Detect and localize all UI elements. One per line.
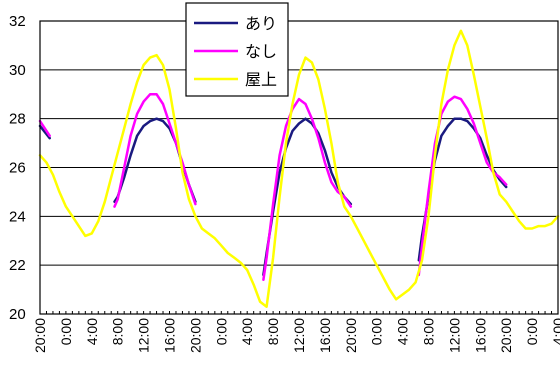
series-line-1-segment-0: [38, 119, 51, 138]
series-line-1-segment-3: [417, 95, 508, 277]
x-tick-label: 20:00: [187, 318, 203, 353]
y-tick-label: 24: [9, 208, 26, 225]
x-tick-label: 0:00: [524, 318, 540, 345]
x-tick-label: 0:00: [213, 318, 229, 345]
legend-label-ari: あり: [245, 14, 277, 33]
x-tick-label: 8:00: [265, 318, 281, 345]
y-tick-label: 22: [9, 257, 26, 274]
x-tick-label: 0:00: [58, 318, 74, 345]
series-lines: [38, 29, 560, 308]
x-tick-label: 0:00: [369, 318, 385, 345]
x-tick-label: 4:00: [395, 318, 411, 345]
y-tick-label: 28: [9, 111, 26, 128]
x-tick-label: 20:00: [498, 318, 514, 353]
y-tick-label: 32: [9, 13, 26, 30]
x-tick-label: 16:00: [162, 318, 178, 353]
x-tick-label: 16:00: [472, 318, 488, 353]
series-line-0-segment-0: [38, 124, 51, 140]
x-tick-label: 4:00: [239, 318, 255, 345]
series-line-1-segment-2: [262, 97, 353, 282]
x-tick-label: 4:00: [84, 318, 100, 345]
series-line-0-segment-2: [262, 117, 353, 277]
x-tick-label: 20:00: [343, 318, 359, 353]
x-tick-label: 12:00: [446, 318, 462, 353]
x-tick-label: 12:00: [136, 318, 152, 353]
x-tick-label: 8:00: [110, 318, 126, 345]
x-tick-label: 20:00: [32, 318, 48, 353]
legend: あり なし 屋上: [185, 2, 289, 97]
y-tick-label: 20: [9, 306, 26, 323]
x-axis: 20:00 0:00 4:00 8:00 12:00 16:00 20:00 0:00 4:00…: [32, 311, 560, 353]
x-tick-label: 16:00: [317, 318, 333, 353]
x-tick-label: 12:00: [291, 318, 307, 353]
x-tick-label: 4:00: [550, 318, 560, 345]
y-axis: 20 22 24 26 28 30 32: [9, 13, 26, 323]
legend-box: [185, 2, 289, 97]
x-tick-label: 8:00: [421, 318, 437, 345]
y-tick-label: 30: [9, 62, 26, 79]
y-tick-label: 26: [9, 160, 26, 177]
legend-label-okujo: 屋上: [245, 70, 277, 89]
series-line-2-segment-0: [38, 29, 560, 308]
legend-label-nashi: なし: [245, 42, 277, 61]
